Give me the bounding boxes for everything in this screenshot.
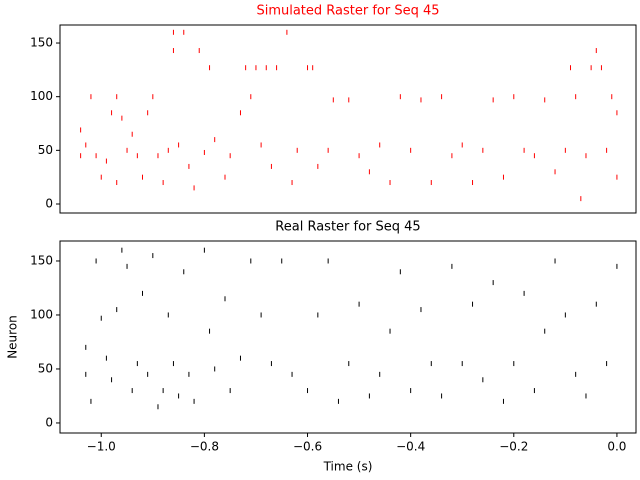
plot-frame (59, 24, 637, 214)
y-tick-label: 50 (38, 143, 53, 157)
x-tick-label: −1.0 (87, 440, 116, 454)
y-tick-label: 100 (30, 307, 53, 321)
y-tick-label: 150 (30, 36, 53, 50)
x-tick-label: −0.6 (293, 440, 322, 454)
y-tick-label: 0 (45, 196, 53, 210)
x-tick-label: −0.8 (190, 440, 219, 454)
y-tick-label: 0 (45, 415, 53, 429)
x-tick-label: 0.0 (607, 440, 626, 454)
x-axis-label: Time (s) (323, 460, 373, 474)
chart-title: Real Raster for Seq 45 (275, 220, 420, 235)
y-axis-label: Neuron (6, 315, 20, 359)
y-tick-label: 100 (30, 89, 53, 103)
y-tick-label: 50 (38, 361, 53, 375)
y-tick-label: 150 (30, 253, 53, 267)
chart-title: Simulated Raster for Seq 45 (256, 4, 439, 19)
x-tick-label: −0.4 (396, 440, 425, 454)
x-tick-label: −0.2 (499, 440, 528, 454)
plot-frame (59, 240, 637, 434)
